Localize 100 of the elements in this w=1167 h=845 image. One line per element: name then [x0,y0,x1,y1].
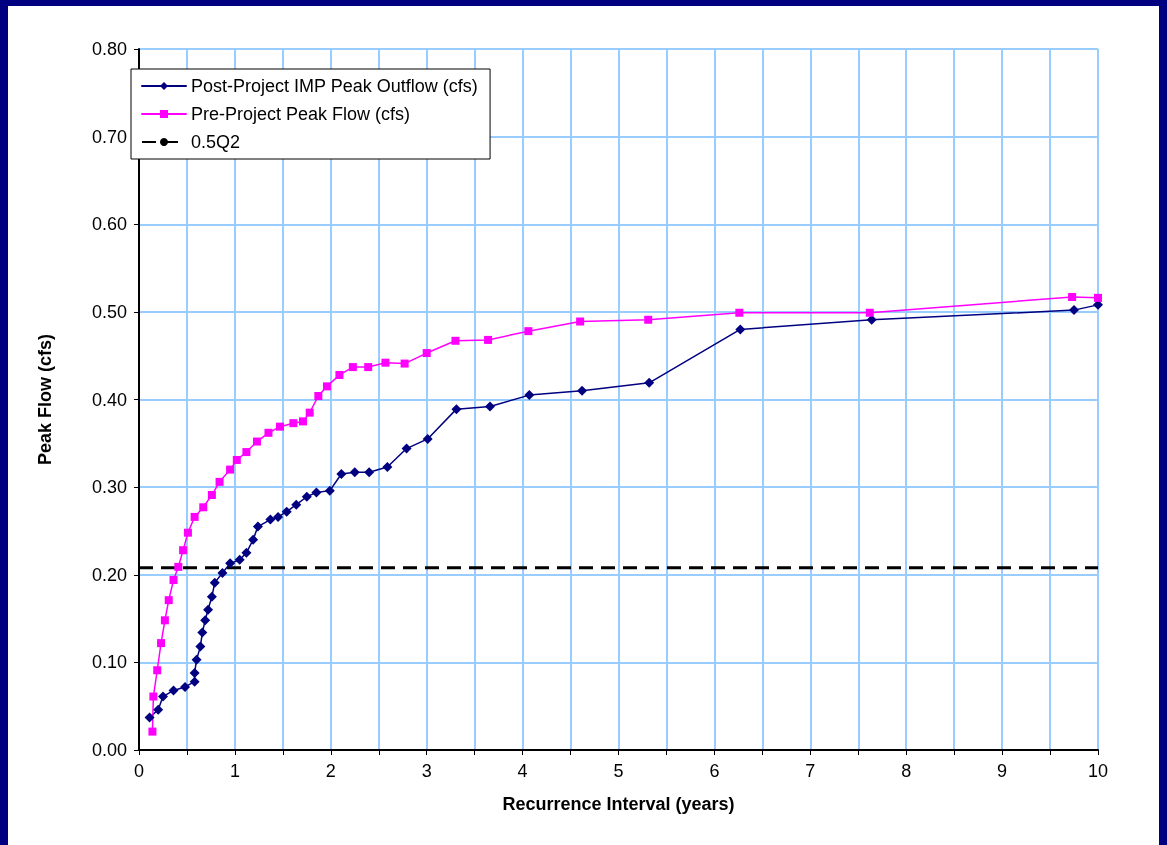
point [264,428,273,437]
point [180,681,191,692]
x-tick-label: 8 [901,761,912,781]
point [206,591,217,602]
point [1069,305,1080,316]
point [252,437,261,446]
y-tick-label: 0.70 [91,126,127,147]
point [577,385,588,396]
x-tick-label: 3 [421,761,432,781]
point [200,615,211,626]
point [241,547,252,558]
point [451,336,460,345]
point [157,691,168,702]
y-tick-label: 0.50 [91,301,127,322]
point [232,455,241,464]
point [275,422,284,431]
point [524,390,535,401]
point [203,604,214,615]
x-tick-label: 10 [1087,761,1109,781]
point [735,324,746,335]
point [735,308,744,317]
point [179,546,188,555]
point [865,308,874,317]
point [422,433,433,444]
point [484,401,495,412]
point [381,358,390,367]
point [183,528,192,537]
point [226,465,235,474]
y-tick-label: 0.80 [91,39,127,59]
y-tick-label: 0.00 [91,740,127,760]
point [242,448,251,457]
point [248,534,259,545]
point [197,627,208,638]
point [191,654,202,665]
y-tick-label: 0.10 [91,652,127,673]
point [168,685,179,696]
point [189,676,200,687]
point [314,391,323,400]
point [153,704,164,715]
point [644,377,655,388]
point [644,315,653,324]
x-tick-label: 1 [229,761,240,781]
legend-label: Pre-Project Peak Flow (cfs) [191,104,411,124]
point [349,467,360,478]
point [281,506,292,517]
point [160,616,169,625]
point [157,639,166,648]
x-tick-label: 7 [805,761,816,781]
point [190,512,199,521]
x-tick-label: 6 [709,761,720,781]
x-tick-label: 9 [997,761,1008,781]
point [524,327,533,336]
point [364,363,373,372]
point [400,359,409,368]
point [189,667,200,678]
point [289,419,298,428]
point [169,576,178,585]
point [209,577,220,588]
point [144,712,155,723]
point [215,477,224,486]
point [1094,293,1102,302]
point [348,363,357,372]
y-axis-title: Peak Flow (cfs) [35,333,55,466]
point [148,727,157,736]
x-tick-label: 4 [517,761,528,781]
point [217,568,228,578]
point [225,558,236,569]
y-tick-label: 0.30 [91,477,127,498]
point [234,554,245,565]
legend-label: Post-Project IMP Peak Outflow (cfs) [191,76,478,96]
y-tick-label: 0.20 [91,564,127,585]
point [153,666,162,675]
point [336,468,347,479]
legend-label: 0.5Q2 [191,132,241,152]
point [265,514,276,525]
point [422,349,431,358]
x-tick-label: 5 [613,761,624,781]
point [149,692,158,701]
point [335,370,344,379]
point [451,404,462,415]
point [401,443,412,454]
point [273,511,284,522]
point [252,521,263,532]
point [364,467,375,478]
point [291,499,302,510]
point [199,503,208,512]
x-tick-label: 0 [133,761,145,781]
point [305,408,314,417]
y-tick-label: 0.60 [91,214,127,235]
point [174,562,183,571]
y-tick-label: 0.40 [91,389,127,410]
point [382,461,393,472]
point [298,417,307,426]
point [207,491,216,500]
point [1068,292,1077,301]
point [195,641,206,652]
point [322,382,331,391]
point [484,335,493,344]
x-axis-title: Recurrence Interval (years) [502,794,735,814]
point [324,485,335,496]
